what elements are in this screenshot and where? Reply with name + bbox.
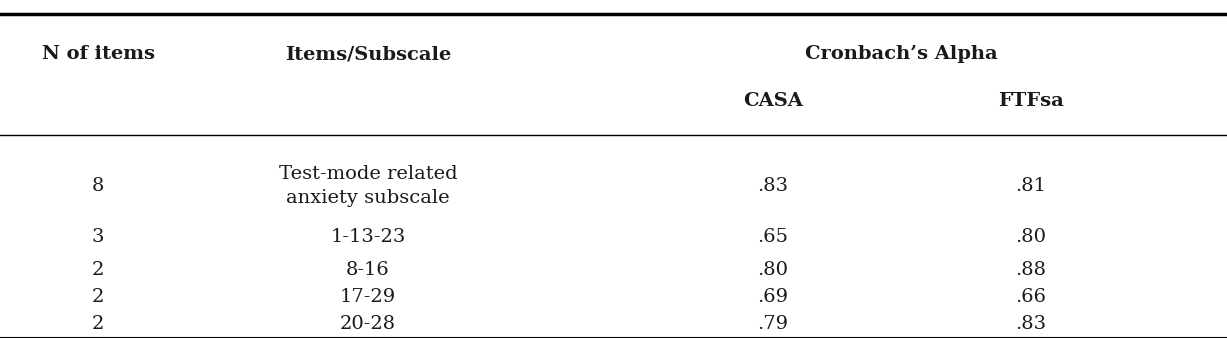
Text: 2: 2 <box>92 315 104 334</box>
Text: .83: .83 <box>1015 315 1047 334</box>
Text: .81: .81 <box>1015 177 1047 195</box>
Text: .69: .69 <box>757 288 789 307</box>
Text: 2: 2 <box>92 288 104 307</box>
Text: Cronbach’s Alpha: Cronbach’s Alpha <box>805 45 999 63</box>
Text: Items/Subscale: Items/Subscale <box>285 45 452 63</box>
Text: .88: .88 <box>1015 261 1047 280</box>
Text: 2: 2 <box>92 261 104 280</box>
Text: 8: 8 <box>92 177 104 195</box>
Text: .80: .80 <box>1015 227 1047 246</box>
Text: CASA: CASA <box>744 92 802 111</box>
Text: 17-29: 17-29 <box>340 288 396 307</box>
Text: 8-16: 8-16 <box>346 261 390 280</box>
Text: .83: .83 <box>757 177 789 195</box>
Text: .80: .80 <box>757 261 789 280</box>
Text: N of items: N of items <box>42 45 155 63</box>
Text: 3: 3 <box>92 227 104 246</box>
Text: .65: .65 <box>757 227 789 246</box>
Text: .66: .66 <box>1015 288 1047 307</box>
Text: 20-28: 20-28 <box>340 315 396 334</box>
Text: .79: .79 <box>757 315 789 334</box>
Text: 1-13-23: 1-13-23 <box>330 227 406 246</box>
Text: Test-mode related
anxiety subscale: Test-mode related anxiety subscale <box>279 165 458 207</box>
Text: FTFsa: FTFsa <box>998 92 1064 111</box>
